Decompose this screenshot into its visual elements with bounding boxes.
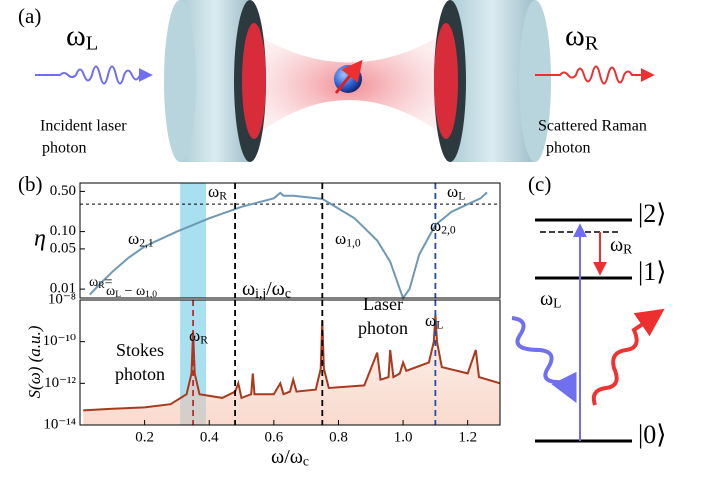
annotation-part: ω bbox=[430, 216, 441, 235]
level-diagram bbox=[511, 218, 665, 443]
x-tick-label: 0.6 bbox=[264, 429, 283, 445]
x-tick-label: 1.0 bbox=[394, 429, 413, 445]
incident-frequency: ωL bbox=[66, 19, 98, 54]
annotation: ωi,j/ωc bbox=[242, 278, 291, 301]
annotation: ωR= bbox=[89, 275, 113, 291]
raman-transition-label-sub: R bbox=[623, 242, 633, 257]
level-label: |2⟩ bbox=[638, 199, 666, 228]
annotation: ωL bbox=[425, 311, 443, 331]
annotation-part: ω bbox=[208, 182, 219, 201]
spectrum-line bbox=[83, 314, 501, 412]
spectrum-area bbox=[83, 314, 500, 425]
annotation-sub: c bbox=[285, 286, 291, 301]
annotation-part: ω bbox=[242, 278, 255, 300]
annotation-sub: R bbox=[219, 189, 227, 202]
y-tick-label: 0.05 bbox=[50, 240, 76, 256]
annotation: ωR bbox=[189, 326, 208, 346]
annotation-part: ω bbox=[447, 182, 458, 201]
annotation-sub: 2,1 bbox=[139, 236, 154, 249]
y-tick-label: 10⁻⁸ bbox=[48, 291, 76, 307]
panel-label: (c) bbox=[528, 172, 551, 196]
x-axis-label-sub: c bbox=[303, 454, 309, 469]
annotation-sub: 1,0 bbox=[346, 236, 361, 249]
x-axis-label-part: ω/ω bbox=[271, 446, 303, 468]
x-tick-label: 0.8 bbox=[329, 429, 348, 445]
annotation-part: ω bbox=[335, 229, 346, 248]
annotation-sub: 2,0 bbox=[441, 223, 456, 236]
annotation: photon bbox=[358, 318, 408, 338]
annotation-part: /ω bbox=[266, 278, 285, 300]
annotation-part: − ω bbox=[121, 284, 145, 299]
laser-transition-label: ωL bbox=[540, 288, 561, 311]
scattered-caption: photon bbox=[546, 140, 590, 157]
annotation-part: ω bbox=[425, 311, 436, 330]
y-tick-label: 0.50 bbox=[50, 183, 76, 199]
annotation: Stokes bbox=[116, 340, 164, 360]
axes-frame bbox=[79, 299, 501, 426]
raman-transition-label: ωR bbox=[610, 234, 633, 257]
annotation-sub: R bbox=[98, 281, 105, 291]
level-label: |1⟩ bbox=[638, 257, 666, 286]
annotation-sub: 1,0 bbox=[145, 290, 157, 300]
incident-frequency-sub: L bbox=[86, 32, 98, 54]
annotation: photon bbox=[115, 364, 165, 384]
annotation-sub: L bbox=[436, 318, 443, 331]
axes-frame bbox=[79, 182, 501, 299]
laser-transition-label-sub: L bbox=[553, 296, 561, 311]
y-tick-label: 10⁻¹⁰ bbox=[43, 333, 76, 349]
annotation-sub: L bbox=[458, 189, 465, 202]
y-axis-label: η bbox=[34, 226, 46, 252]
incident-caption: photon bbox=[42, 140, 86, 157]
annotation: ωL bbox=[447, 182, 465, 202]
level-label: |0⟩ bbox=[638, 420, 666, 449]
annotation-part: ω bbox=[189, 326, 200, 345]
annotation-part: ω bbox=[106, 284, 115, 299]
y-tick-label: 10⁻¹² bbox=[44, 375, 76, 391]
incident-frequency-part: ω bbox=[66, 19, 86, 52]
incident-caption: Incident laser bbox=[40, 118, 127, 135]
annotation: ωL − ω1,0 bbox=[106, 284, 157, 300]
y-tick-label: 10⁻¹⁴ bbox=[43, 416, 76, 432]
y-tick-label: 0.10 bbox=[50, 223, 76, 239]
panel-label: (a) bbox=[18, 4, 41, 28]
highlight-band bbox=[180, 183, 206, 298]
annotation: ω2,1 bbox=[128, 229, 154, 249]
annotation: Laser bbox=[363, 294, 403, 314]
cavity bbox=[164, 0, 551, 162]
annotation-sub: L bbox=[115, 290, 121, 300]
annotation: ω2,0 bbox=[430, 216, 456, 236]
annotation-sub: R bbox=[200, 333, 208, 346]
raman-transition-label-part: ω bbox=[610, 234, 623, 256]
annotation: ω1,0 bbox=[335, 229, 361, 249]
y-tick-label: 0.01 bbox=[50, 281, 76, 297]
y-axis-label: S(ω) (a.u.) bbox=[25, 325, 44, 398]
x-tick-label: 0.4 bbox=[200, 429, 219, 445]
annotation-sub: i,j bbox=[255, 286, 266, 301]
incident-wave bbox=[35, 65, 153, 85]
x-tick-label: 0.2 bbox=[135, 429, 154, 445]
scattered-wave bbox=[535, 65, 655, 85]
scattered-frequency-sub: R bbox=[585, 32, 599, 54]
scattered-frequency-part: ω bbox=[565, 19, 585, 52]
annotation-part: = bbox=[105, 275, 113, 290]
scattered-frequency: ωR bbox=[565, 19, 599, 54]
annotation: ωR bbox=[208, 182, 227, 202]
annotation-part: ω bbox=[128, 229, 139, 248]
annotation-part: ω bbox=[89, 275, 98, 290]
x-axis-label: ω/ωc bbox=[271, 446, 309, 469]
scattered-caption: Scattered Raman bbox=[538, 118, 647, 135]
laser-transition-label-part: ω bbox=[540, 288, 553, 310]
x-tick-label: 1.2 bbox=[458, 429, 477, 445]
panel-label: (b) bbox=[18, 172, 43, 196]
